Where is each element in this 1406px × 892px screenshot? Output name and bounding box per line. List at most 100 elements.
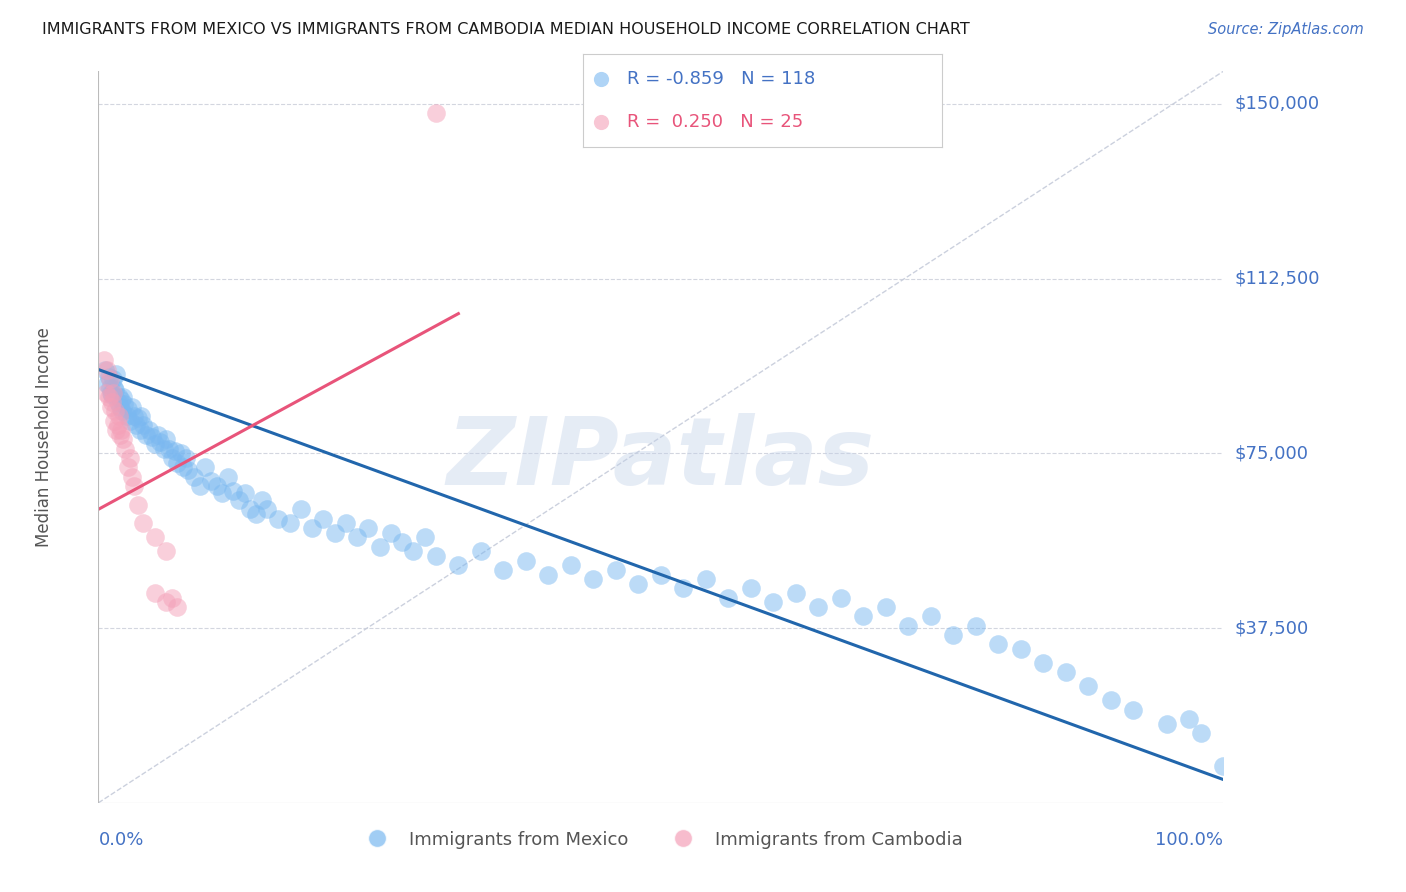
- Point: [103, 381, 125, 395]
- Point: [124, 418, 146, 433]
- Point: [107, 395, 129, 409]
- Point: [124, 479, 146, 493]
- Point: [105, 423, 128, 437]
- Point: [155, 433, 177, 447]
- Text: $112,500: $112,500: [1234, 269, 1320, 288]
- Point: [110, 392, 132, 407]
- Point: [129, 409, 152, 423]
- Point: [155, 595, 177, 609]
- Point: [717, 591, 740, 605]
- Point: [112, 391, 135, 405]
- Point: [1077, 679, 1099, 693]
- Point: [228, 493, 250, 508]
- Point: [103, 414, 125, 428]
- Point: [110, 423, 132, 437]
- Point: [163, 444, 186, 458]
- Point: [107, 418, 129, 433]
- Point: [830, 591, 852, 605]
- Point: [807, 600, 830, 615]
- Point: [605, 563, 627, 577]
- Point: [112, 433, 135, 447]
- Legend: Immigrants from Mexico, Immigrants from Cambodia: Immigrants from Mexico, Immigrants from …: [352, 823, 970, 856]
- Point: [97, 391, 120, 405]
- Point: [1156, 716, 1178, 731]
- Point: [1010, 642, 1032, 657]
- Point: [97, 369, 120, 384]
- Point: [121, 469, 143, 483]
- Text: Median Household Income: Median Household Income: [35, 327, 53, 547]
- Point: [127, 498, 149, 512]
- Point: [143, 437, 166, 451]
- Point: [357, 521, 380, 535]
- Point: [101, 385, 124, 400]
- Point: [942, 628, 965, 642]
- Point: [108, 427, 131, 442]
- Point: [188, 479, 211, 493]
- Point: [233, 486, 256, 500]
- Point: [290, 502, 312, 516]
- Point: [100, 400, 122, 414]
- Point: [166, 600, 188, 615]
- Point: [118, 451, 141, 466]
- Point: [112, 397, 135, 411]
- Point: [98, 372, 121, 386]
- Point: [852, 609, 875, 624]
- Point: [93, 353, 115, 368]
- Point: [402, 544, 425, 558]
- Point: [391, 535, 413, 549]
- Point: [515, 553, 537, 567]
- Point: [115, 409, 138, 423]
- Point: [141, 430, 163, 444]
- Point: [492, 563, 515, 577]
- Point: [135, 427, 157, 442]
- Point: [301, 521, 323, 535]
- Point: [965, 619, 987, 633]
- Point: [172, 460, 194, 475]
- Point: [114, 442, 136, 456]
- Point: [323, 525, 346, 540]
- Point: [267, 511, 290, 525]
- Point: [470, 544, 492, 558]
- Point: [650, 567, 672, 582]
- Point: [183, 469, 205, 483]
- Point: [200, 475, 222, 489]
- Point: [591, 71, 613, 86]
- Point: [245, 507, 267, 521]
- Point: [312, 511, 335, 525]
- Point: [447, 558, 470, 573]
- Point: [143, 586, 166, 600]
- Point: [129, 423, 152, 437]
- Point: [101, 372, 124, 386]
- Point: [250, 493, 273, 508]
- Point: [127, 411, 149, 425]
- Point: [152, 442, 174, 456]
- Point: [1054, 665, 1077, 680]
- Point: [157, 442, 180, 456]
- Point: [166, 456, 188, 470]
- Point: [425, 106, 447, 120]
- Point: [96, 362, 118, 376]
- Point: [897, 619, 920, 633]
- Point: [920, 609, 942, 624]
- Point: [111, 404, 134, 418]
- Point: [380, 525, 402, 540]
- Point: [146, 427, 169, 442]
- Point: [104, 404, 127, 418]
- Point: [205, 479, 228, 493]
- Point: [256, 502, 278, 516]
- Point: [1212, 758, 1234, 772]
- Text: 100.0%: 100.0%: [1156, 830, 1223, 848]
- Text: $150,000: $150,000: [1234, 95, 1319, 113]
- Point: [101, 395, 124, 409]
- Point: [138, 423, 160, 437]
- Point: [124, 409, 146, 423]
- Point: [785, 586, 807, 600]
- Point: [1189, 726, 1212, 740]
- Point: [1099, 693, 1122, 707]
- Point: [155, 544, 177, 558]
- Point: [100, 385, 122, 400]
- Point: [560, 558, 582, 573]
- Point: [346, 530, 368, 544]
- Text: Source: ZipAtlas.com: Source: ZipAtlas.com: [1208, 22, 1364, 37]
- Point: [96, 385, 118, 400]
